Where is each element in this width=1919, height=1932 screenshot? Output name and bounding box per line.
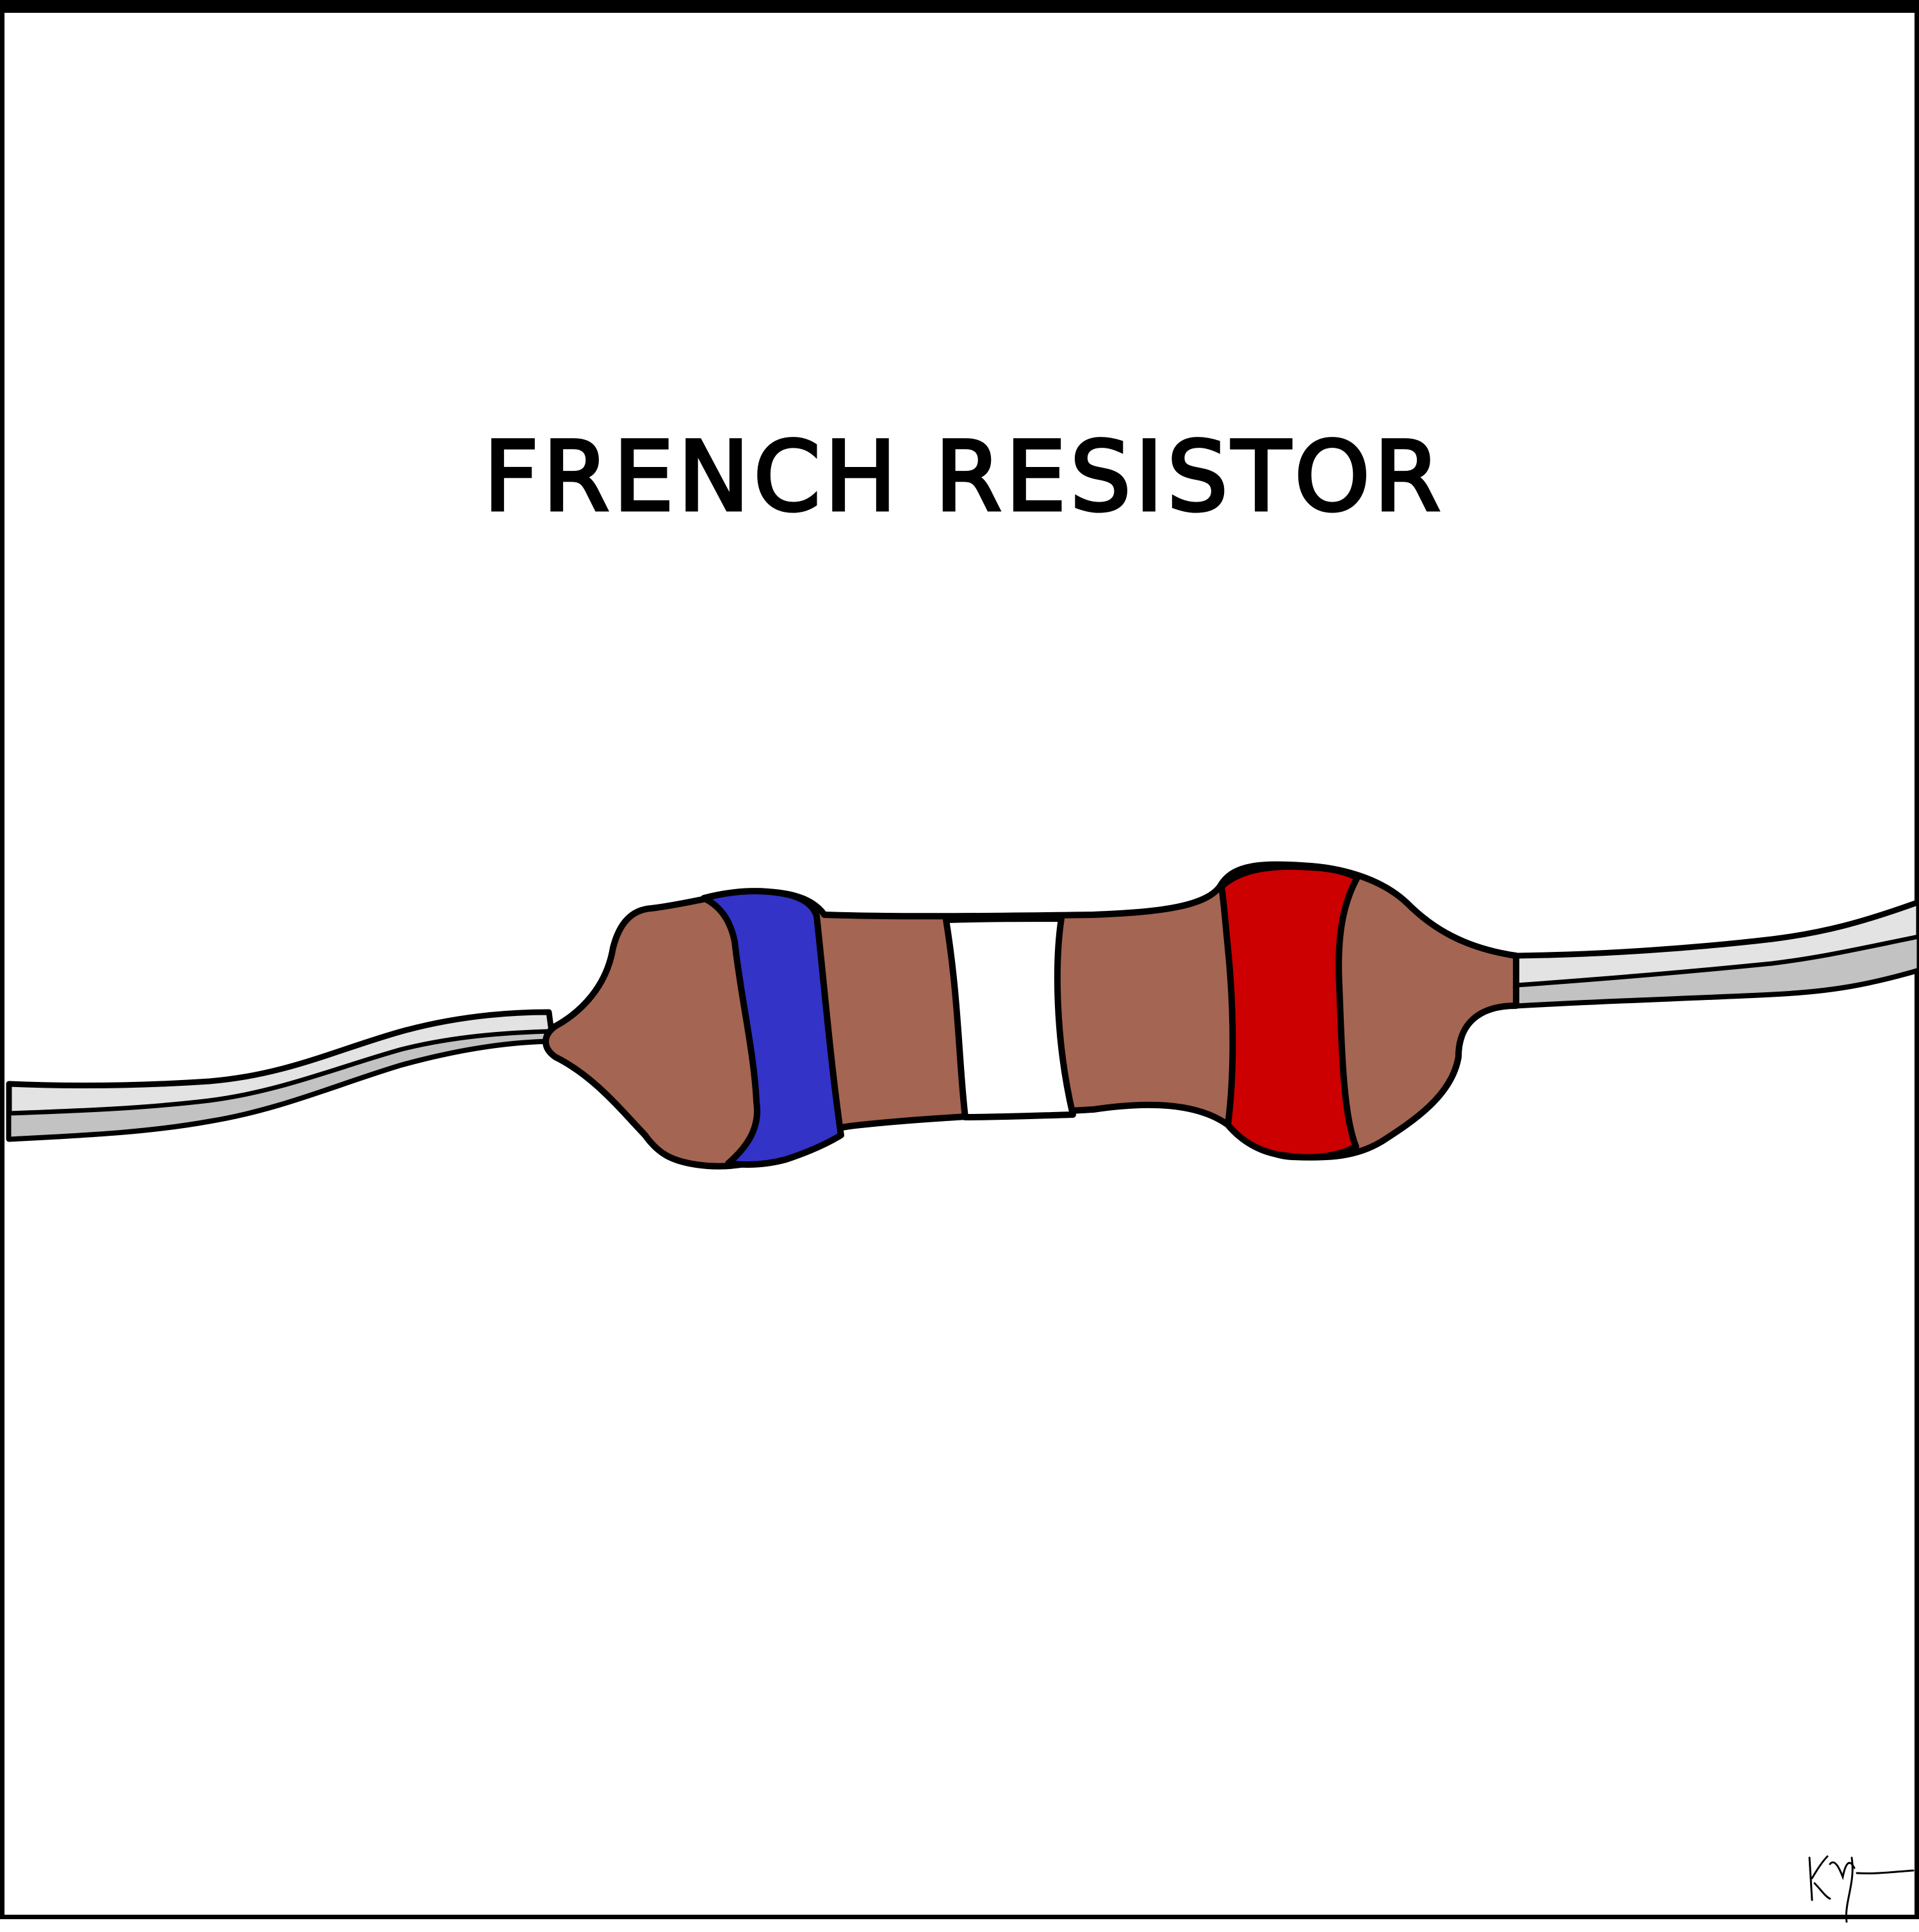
left-lead-wire [6,1009,556,1142]
red-band [1218,863,1360,1161]
blue-band [701,888,844,1168]
comic-title: FRENCH RESISTOR [482,422,1445,533]
right-lead-wire [1513,899,1919,1009]
artist-signature-icon [1808,1855,1915,1923]
white-band [943,915,1076,1120]
resistor-illustration [6,861,1919,1923]
